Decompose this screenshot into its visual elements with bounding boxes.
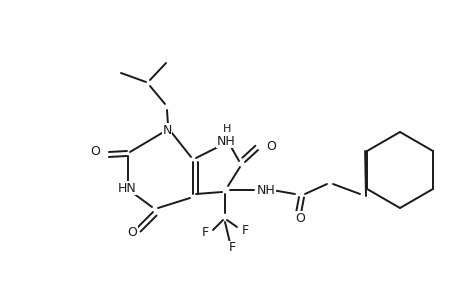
Text: NH: NH <box>216 134 235 148</box>
Text: F: F <box>241 224 248 236</box>
Text: O: O <box>127 226 137 239</box>
Text: HN: HN <box>118 182 136 194</box>
Text: O: O <box>265 140 275 152</box>
Text: O: O <box>294 212 304 224</box>
Text: O: O <box>90 145 100 158</box>
Text: F: F <box>201 226 208 239</box>
Text: F: F <box>228 242 235 254</box>
Text: N: N <box>162 124 171 136</box>
Text: H: H <box>222 124 231 134</box>
Text: NH: NH <box>256 184 275 196</box>
